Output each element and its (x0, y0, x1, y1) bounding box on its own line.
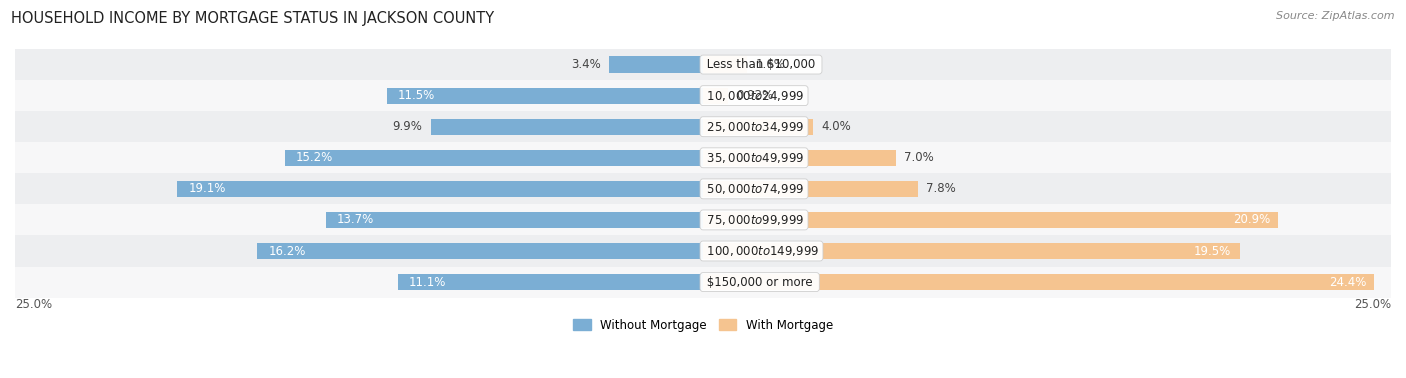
Bar (703, 88, 728, 104)
Text: 7.8%: 7.8% (927, 182, 956, 195)
Text: $35,000 to $49,999: $35,000 to $49,999 (703, 151, 806, 165)
Text: $10,000 to $24,999: $10,000 to $24,999 (703, 88, 806, 103)
Text: 3.4%: 3.4% (571, 58, 602, 71)
Bar (703, 243, 1240, 259)
Text: 16.2%: 16.2% (269, 245, 305, 257)
Bar (15, 204, 1391, 235)
Bar (177, 181, 703, 197)
Text: 7.0%: 7.0% (904, 151, 934, 164)
Bar (15, 235, 1391, 266)
Text: 15.2%: 15.2% (295, 151, 333, 164)
Text: 13.7%: 13.7% (337, 214, 374, 226)
Text: 25.0%: 25.0% (15, 297, 52, 311)
Text: $75,000 to $99,999: $75,000 to $99,999 (703, 213, 806, 227)
Bar (703, 274, 1375, 290)
Text: Less than $10,000: Less than $10,000 (703, 58, 820, 71)
Bar (15, 80, 1391, 111)
Bar (15, 266, 1391, 297)
Text: 9.9%: 9.9% (392, 120, 422, 133)
Bar (398, 274, 703, 290)
Text: 1.6%: 1.6% (755, 58, 785, 71)
Bar (15, 111, 1391, 142)
Text: $150,000 or more: $150,000 or more (703, 276, 817, 288)
Text: $25,000 to $34,999: $25,000 to $34,999 (703, 120, 806, 134)
Text: 4.0%: 4.0% (821, 120, 851, 133)
Bar (257, 243, 703, 259)
Legend: Without Mortgage, With Mortgage: Without Mortgage, With Mortgage (568, 314, 838, 336)
Text: 24.4%: 24.4% (1329, 276, 1367, 288)
Text: 25.0%: 25.0% (1354, 297, 1391, 311)
Bar (430, 119, 703, 135)
Bar (609, 56, 703, 73)
Text: $100,000 to $149,999: $100,000 to $149,999 (703, 244, 820, 258)
Text: 20.9%: 20.9% (1233, 214, 1270, 226)
Bar (703, 119, 813, 135)
Text: $50,000 to $74,999: $50,000 to $74,999 (703, 182, 806, 196)
Bar (703, 56, 747, 73)
Bar (15, 142, 1391, 174)
Text: Source: ZipAtlas.com: Source: ZipAtlas.com (1277, 11, 1395, 21)
Bar (15, 49, 1391, 80)
Text: 0.92%: 0.92% (737, 89, 773, 102)
Bar (284, 150, 703, 166)
Text: 19.1%: 19.1% (188, 182, 226, 195)
Bar (703, 212, 1278, 228)
Bar (326, 212, 703, 228)
Text: 11.5%: 11.5% (398, 89, 434, 102)
Text: 11.1%: 11.1% (409, 276, 446, 288)
Text: 19.5%: 19.5% (1194, 245, 1232, 257)
Bar (15, 174, 1391, 204)
Bar (703, 150, 896, 166)
Bar (387, 88, 703, 104)
Text: HOUSEHOLD INCOME BY MORTGAGE STATUS IN JACKSON COUNTY: HOUSEHOLD INCOME BY MORTGAGE STATUS IN J… (11, 11, 495, 26)
Bar (703, 181, 918, 197)
